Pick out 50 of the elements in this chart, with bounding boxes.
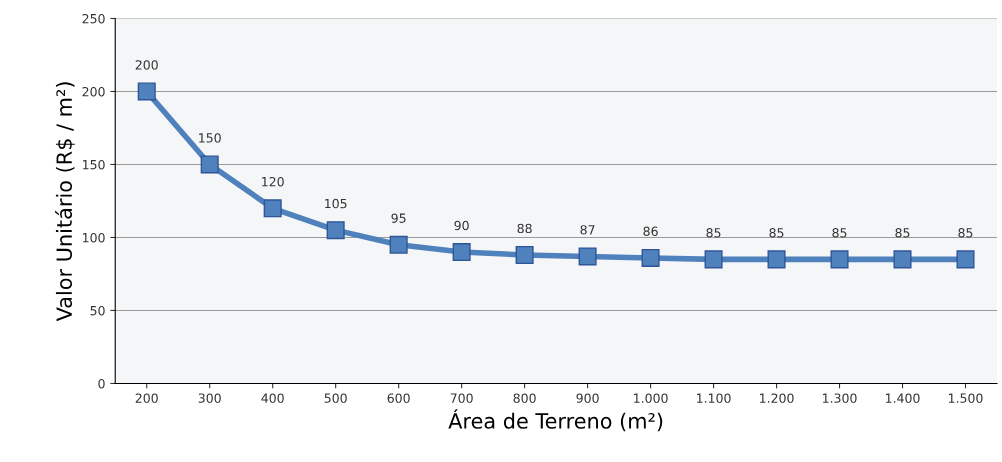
x-tick-label: 900 [576, 393, 599, 403]
data-label: 85 [832, 228, 847, 238]
point [704, 250, 723, 269]
data-label: 85 [769, 228, 784, 238]
data-label: 86 [643, 226, 658, 237]
x-tick-label: 1.400 [886, 393, 920, 403]
point [137, 82, 156, 101]
x-tick-label: 200 [135, 393, 158, 403]
point [326, 221, 345, 240]
point [830, 250, 849, 269]
data-label: 150 [199, 133, 221, 143]
point [956, 250, 975, 269]
y-tick-label: 0 [98, 378, 105, 389]
data-label: 85 [706, 228, 721, 238]
x-tick-label: 500 [324, 393, 347, 403]
point [578, 247, 597, 266]
x-tick-label: 1.100 [697, 393, 731, 403]
point [452, 243, 471, 262]
point [767, 250, 786, 269]
y-tick-label: 50 [90, 305, 105, 316]
point [893, 250, 912, 269]
x-tick-label: 800 [513, 393, 536, 403]
y-tick-label: 100 [83, 232, 105, 243]
data-label: 90 [454, 220, 469, 231]
data-label: 85 [958, 228, 973, 238]
y-tick-label: 250 [82, 13, 105, 24]
point [641, 248, 660, 267]
x-tick-label: 600 [387, 393, 410, 403]
x-tick-label: 400 [261, 393, 284, 403]
point [263, 199, 282, 218]
x-tick-label: 300 [198, 393, 221, 403]
y-tick-label: 150 [83, 159, 105, 170]
x-tick-label: 1.200 [760, 393, 794, 403]
data-label: 88 [517, 223, 532, 234]
y-axis-title: Valor Unitário (R$ / m²) [55, 82, 75, 322]
x-axis-title: Área de Terreno (m²) [448, 409, 663, 432]
point [515, 245, 534, 265]
data-label: 105 [325, 198, 347, 209]
point [389, 235, 408, 254]
x-tick-label: 1.000 [634, 393, 668, 403]
x-tick-label: 700 [450, 393, 473, 403]
data-label: 200 [135, 60, 158, 70]
data-label: 85 [895, 228, 910, 238]
x-tick-label: 1.300 [823, 393, 857, 403]
data-label: 95 [391, 213, 406, 223]
x-tick-label: 1.500 [948, 393, 983, 403]
data-label: 87 [580, 225, 595, 235]
data-label: 120 [262, 176, 284, 187]
point [200, 155, 219, 174]
y-tick-label: 200 [82, 86, 105, 97]
